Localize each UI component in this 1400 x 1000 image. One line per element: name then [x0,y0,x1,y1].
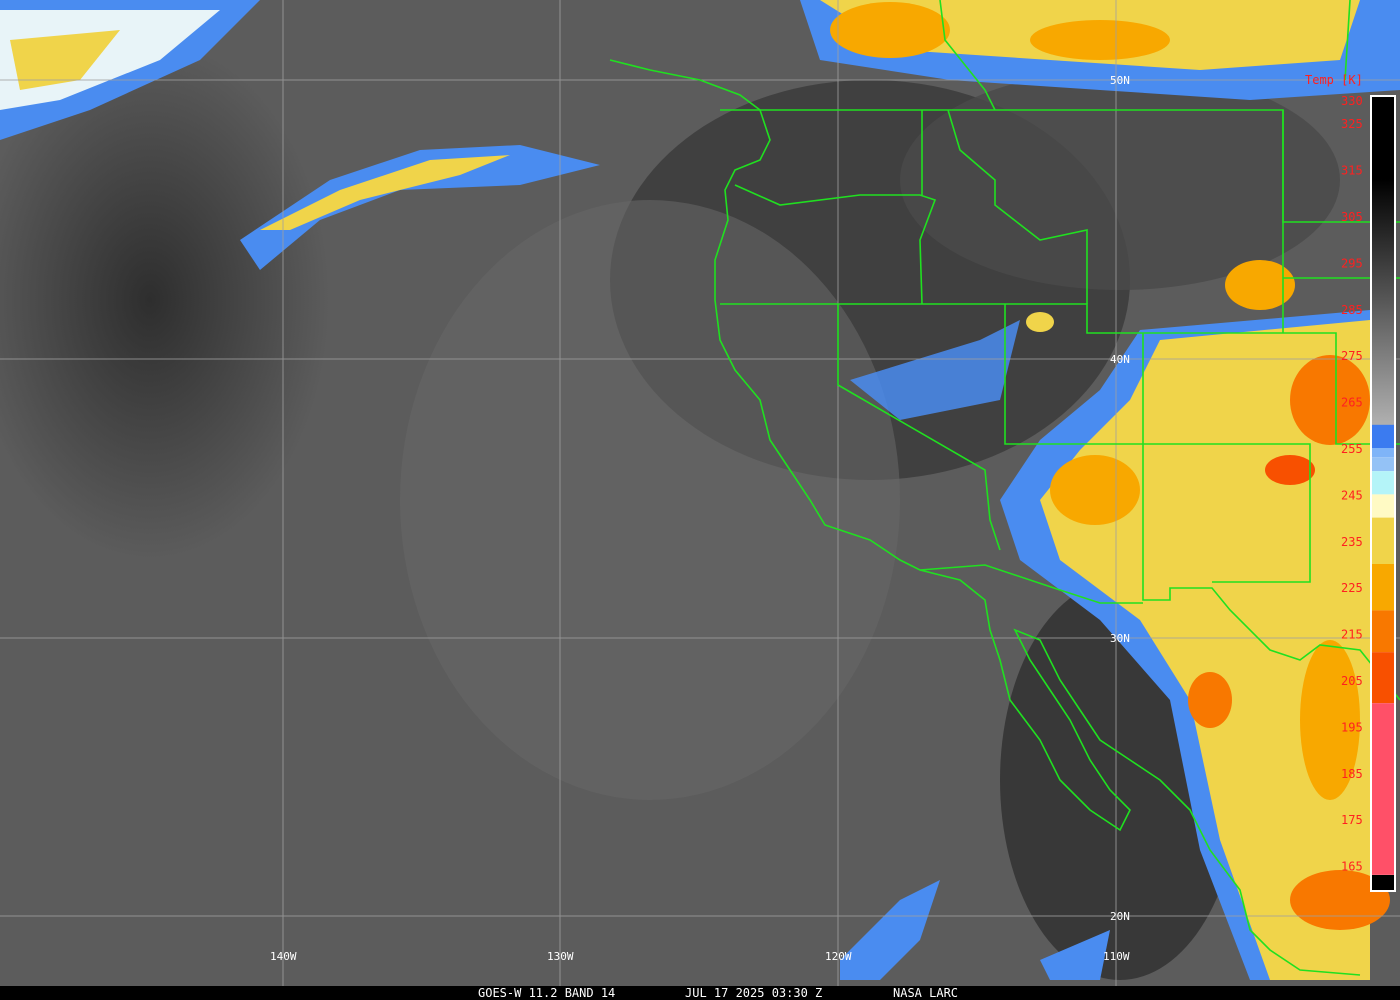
colorbar-tick-label: 305 [1341,210,1363,224]
colorbar: Temp [K] 330 325 315 305 295 285 275 265 255 245 2… [1305,73,1396,892]
colorbar-tick-label: 315 [1341,164,1363,178]
timestamp: JUL 17 2025 03:30 Z [685,986,823,1000]
colorbar-tick-label: 275 [1341,349,1363,363]
colorbar-tick-label: 295 [1341,256,1363,270]
colorbar-gray-ramp [1372,97,1394,425]
colorbar-title: Temp [K] [1305,73,1363,87]
colorbar-segment [1372,448,1394,458]
colorbar-segment [1372,424,1394,448]
longitude-label: 120W [825,950,852,963]
colorbar-tick-label: 330 [1341,94,1363,108]
colorbar-tick-label: 285 [1341,303,1363,317]
colorbar-segment [1372,471,1394,495]
colorbar-cap [1372,875,1394,890]
longitude-label: 110W [1103,950,1130,963]
colorbar-segment [1372,457,1394,472]
latitude-label: 20N [1110,910,1130,923]
colorbar-segment [1372,652,1394,704]
colorbar-tick-label: 325 [1341,117,1363,131]
colorbar-tick-label: 215 [1341,628,1363,642]
colorbar-tick-label: 255 [1341,442,1363,456]
colorbar-tick-label: 225 [1341,581,1363,595]
colorbar-segment [1372,517,1394,564]
caption-bar: GOES-W 11.2 BAND 14 JUL 17 2025 03:30 Z … [0,986,1400,1000]
colorbar-tick-label: 235 [1341,535,1363,549]
colorbar-tick-label: 185 [1341,767,1363,781]
colorbar-tick-label: 195 [1341,720,1363,734]
colorbar-tick-label: 245 [1341,488,1363,502]
colorbar-tick-label: 265 [1341,396,1363,410]
colorbar-segment [1372,703,1394,875]
colorbar-segment [1372,610,1394,653]
colorbar-tick-label: 165 [1341,860,1363,874]
longitude-label: 130W [547,950,574,963]
graticule-labels: 140W 130W 120W 110W 50N 40N 30N 20N [270,74,1130,963]
colorbar-tick-label: 175 [1341,813,1363,827]
latitude-label: 40N [1110,353,1130,366]
satellite-band: GOES-W 11.2 BAND 14 [478,986,616,1000]
dark-region [0,40,330,560]
colorbar-segment [1372,564,1394,611]
credit: NASA LARC [893,986,959,1000]
colorbar-tick-label: 205 [1341,674,1363,688]
coastlines-borders [609,0,1400,976]
longitude-label: 140W [270,950,297,963]
colorbar-segment [1372,494,1394,518]
latitude-label: 50N [1110,74,1130,87]
latitude-label: 30N [1110,632,1130,645]
